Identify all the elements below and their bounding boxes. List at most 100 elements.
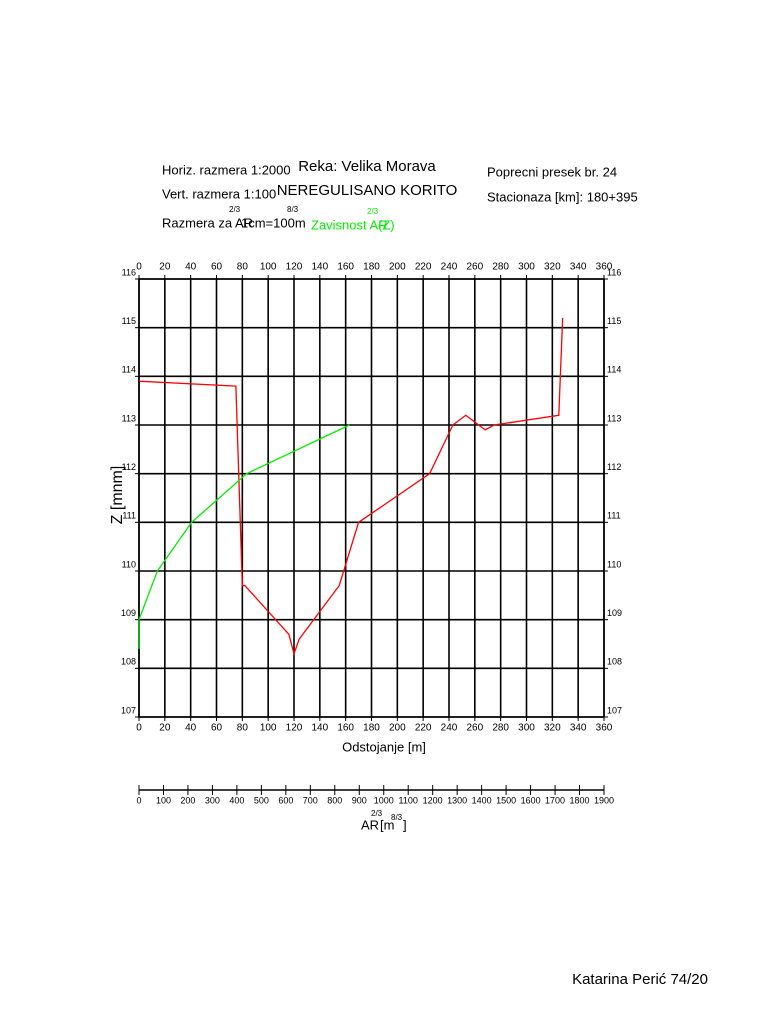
y-tick-label: 107 [121, 705, 136, 715]
x-tick-label: 280 [492, 262, 509, 273]
ar-scale: Razmera za AR [162, 215, 253, 230]
x2-tick-label: 1900 [594, 795, 614, 805]
series-line [138, 317, 564, 656]
y-tick-label: 115 [122, 316, 136, 326]
x2-tick-label: 200 [180, 795, 195, 805]
river: Reka: Velika Morava [298, 158, 436, 175]
x-tick-label: 260 [466, 723, 483, 734]
x-tick-label: 360 [596, 723, 613, 734]
x2-tick-label: 400 [229, 795, 244, 805]
x2-tick-label: 1800 [570, 795, 590, 805]
horiz-scale: Horiz. razmera 1:2000 [162, 162, 291, 177]
ar-scale-unit-exp: 8/3 [287, 205, 299, 214]
x-tick-label: 60 [211, 262, 223, 273]
y-tick-label: 111 [607, 511, 621, 521]
legend-exp: 2/3 [367, 207, 379, 216]
x-tick-label: 120 [286, 723, 303, 734]
x-tick-label: 0 [136, 723, 142, 734]
y-tick-label: 113 [122, 413, 136, 423]
state: NEREGULISANO KORITO [277, 182, 458, 199]
x2-tick-label: 1700 [545, 795, 565, 805]
x-tick-label: 320 [544, 262, 561, 273]
x-tick-label: 160 [337, 262, 354, 273]
x2-axis-label-exp: 2/3 [371, 809, 383, 818]
x2-axis-label-end: ] [403, 817, 407, 832]
y-tick-label: 109 [121, 608, 136, 618]
y-tick-label: 116 [122, 267, 136, 277]
x-tick-label: 180 [363, 723, 380, 734]
y-tick-label: 113 [607, 413, 621, 423]
x-tick-label: 80 [237, 262, 249, 273]
x-tick-label: 40 [185, 723, 197, 734]
x2-tick-label: 1400 [472, 795, 492, 805]
x-tick-label: 300 [518, 723, 535, 734]
x-tick-label: 260 [466, 262, 483, 273]
series-line [138, 424, 350, 649]
x-tick-label: 220 [415, 723, 432, 734]
y-tick-label: 110 [122, 559, 136, 569]
x-tick-label: 20 [159, 723, 171, 734]
x-tick-label: 240 [441, 262, 458, 273]
x-tick-label: 140 [311, 262, 328, 273]
x2-tick-label: 1100 [399, 795, 418, 805]
y-tick-label: 114 [122, 365, 136, 375]
x2-axis-label-unit-exp: 8/3 [391, 813, 403, 822]
x-tick-label: 0 [136, 262, 142, 273]
x-tick-label: 160 [337, 723, 354, 734]
x2-axis-label: AR [361, 817, 379, 832]
x2-axis-label-unit: [m [380, 817, 394, 832]
x2-tick-label: 900 [352, 795, 367, 805]
x-tick-label: 60 [211, 723, 223, 734]
x-tick-label: 100 [260, 262, 277, 273]
x-axis-label: Odstojanje [m] [342, 739, 426, 754]
vert-scale: Vert. razmera 1:100 [162, 186, 276, 201]
x-tick-label: 300 [518, 262, 535, 273]
footer: Katarina Perić 74/20 [572, 971, 708, 988]
x-tick-label: 180 [363, 262, 380, 273]
x-tick-label: 80 [237, 723, 249, 734]
header: Horiz. razmera 1:2000 Vert. razmera 1:10… [162, 158, 638, 232]
x2-tick-label: 300 [205, 795, 220, 805]
y-tick-label: 110 [607, 559, 621, 569]
x-tick-label: 120 [286, 262, 303, 273]
x2-tick-label: 1500 [496, 795, 516, 805]
x2-tick-label: 1000 [374, 795, 394, 805]
x2-tick-label: 700 [303, 795, 318, 805]
y-tick-label: 112 [122, 462, 136, 472]
x2-tick-label: 600 [278, 795, 293, 805]
x-tick-label: 200 [389, 262, 406, 273]
x-tick-label: 100 [260, 723, 277, 734]
x-tick-label: 240 [441, 723, 458, 734]
ar-scale-unit: 1cm=100m [241, 215, 306, 230]
x-tick-label: 200 [389, 723, 406, 734]
x-tick-label: 360 [596, 262, 613, 273]
x-tick-label: 140 [311, 723, 328, 734]
x-tick-label: 340 [570, 723, 587, 734]
x2-tick-label: 500 [254, 795, 269, 805]
legend: Zavisnost AR [311, 217, 388, 232]
x-tick-label: 340 [570, 262, 587, 273]
y-tick-label: 107 [607, 705, 622, 715]
x-tick-label: 280 [492, 723, 509, 734]
x-tick-label: 20 [159, 262, 171, 273]
y-axis-label: Z [mnm] [109, 466, 126, 525]
station: Stacionaza [km]: 180+395 [487, 189, 638, 204]
ar-scale-exp: 2/3 [229, 205, 241, 214]
y-tick-label: 108 [121, 657, 136, 667]
y-tick-label: 112 [607, 462, 621, 472]
x2-tick-label: 800 [327, 795, 342, 805]
y-tick-label: 116 [607, 267, 621, 277]
legend-tail: (Z) [378, 217, 395, 232]
x-tick-label: 220 [415, 262, 432, 273]
y-tick-label: 115 [607, 316, 621, 326]
x-tick-label: 320 [544, 723, 561, 734]
x2-tick-label: 1300 [447, 795, 467, 805]
y-tick-label: 111 [122, 511, 136, 521]
x2-tick-label: 0 [136, 795, 141, 805]
x-tick-label: 40 [185, 262, 197, 273]
y-tick-label: 109 [607, 608, 622, 618]
x2-tick-label: 1600 [521, 795, 541, 805]
x2-tick-label: 1200 [423, 795, 443, 805]
y-tick-label: 114 [607, 365, 621, 375]
